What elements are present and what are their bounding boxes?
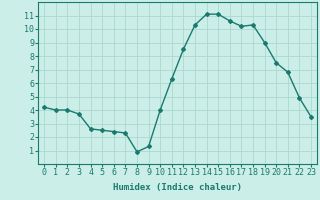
X-axis label: Humidex (Indice chaleur): Humidex (Indice chaleur) [113,183,242,192]
